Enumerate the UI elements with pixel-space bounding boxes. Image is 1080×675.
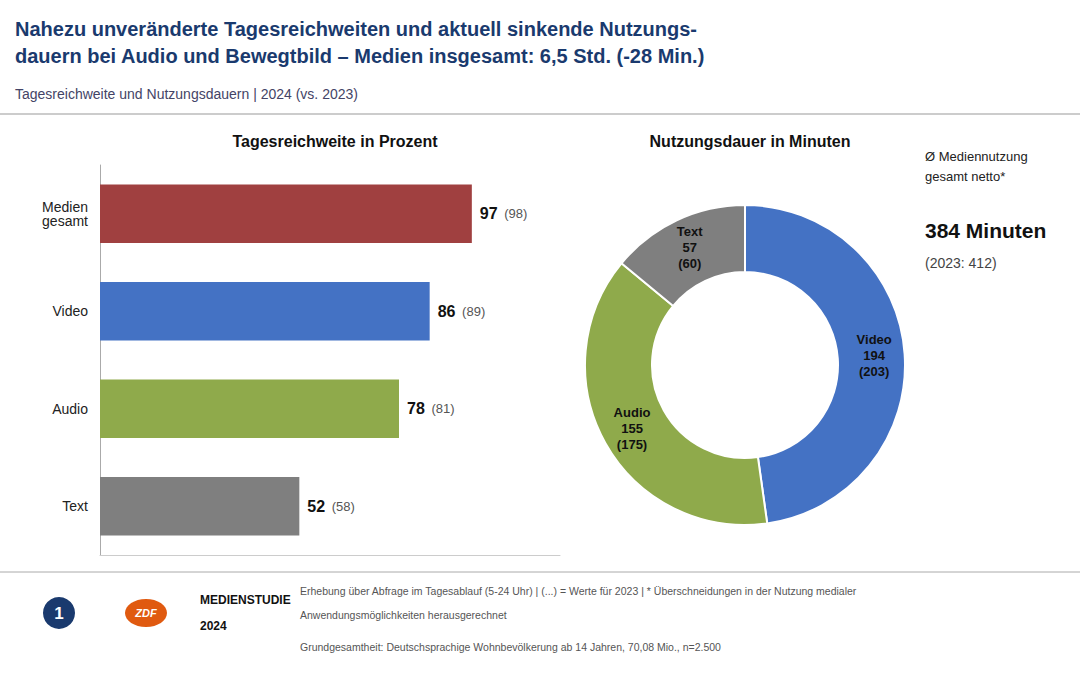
svg-text:Tagesreichweite und Nutzungsda: Tagesreichweite und Nutzungsdauern | 202… xyxy=(15,86,358,102)
svg-text:(81): (81) xyxy=(431,401,454,416)
svg-text:Nutzungsdauer in Minuten: Nutzungsdauer in Minuten xyxy=(650,133,851,150)
svg-text:(58): (58) xyxy=(332,499,355,514)
svg-text:Text: Text xyxy=(62,498,88,514)
svg-text:1: 1 xyxy=(54,604,63,623)
svg-text:194: 194 xyxy=(863,348,885,363)
svg-text:gesamt: gesamt xyxy=(42,213,88,229)
svg-text:2024: 2024 xyxy=(200,619,227,633)
svg-text:ZDF: ZDF xyxy=(134,607,157,619)
svg-text:(203): (203) xyxy=(859,364,889,379)
svg-text:(2023: 412): (2023: 412) xyxy=(925,255,997,271)
svg-text:(175): (175) xyxy=(617,437,647,452)
svg-text:97: 97 xyxy=(480,205,498,222)
svg-text:MEDIENSTUDIE: MEDIENSTUDIE xyxy=(200,593,291,607)
svg-text:(89): (89) xyxy=(462,304,485,319)
svg-text:78: 78 xyxy=(407,400,425,417)
svg-text:Erhebung über Abfrage im Tages: Erhebung über Abfrage im Tagesablauf (5-… xyxy=(300,585,857,597)
svg-text:57: 57 xyxy=(682,240,696,255)
svg-text:dauern bei Audio und Bewegtbil: dauern bei Audio und Bewegtbild – Medien… xyxy=(15,45,704,67)
svg-text:(98): (98) xyxy=(504,206,527,221)
svg-text:Medien: Medien xyxy=(42,198,88,215)
svg-text:52: 52 xyxy=(307,498,325,515)
svg-text:Audio: Audio xyxy=(52,401,88,417)
svg-text:Anwendungsmöglichkeiten heraus: Anwendungsmöglichkeiten herausgerechnet xyxy=(300,609,507,621)
svg-text:155: 155 xyxy=(621,421,643,436)
svg-text:Ø Mediennutzung: Ø Mediennutzung xyxy=(925,149,1028,164)
svg-text:86: 86 xyxy=(438,303,456,320)
svg-text:Video: Video xyxy=(52,303,88,319)
svg-text:Video: Video xyxy=(857,332,892,347)
svg-text:384 Minuten: 384 Minuten xyxy=(925,219,1046,242)
svg-text:Tagesreichweite in Prozent: Tagesreichweite in Prozent xyxy=(232,133,438,150)
svg-text:Nahezu unveränderte Tagesreich: Nahezu unveränderte Tagesreichweiten und… xyxy=(15,18,697,40)
svg-text:Text: Text xyxy=(677,224,703,239)
svg-text:Grundgesamtheit: Deutschsprach: Grundgesamtheit: Deutschsprachige Wohnbe… xyxy=(300,641,721,653)
svg-text:Audio: Audio xyxy=(614,405,651,420)
svg-text:(60): (60) xyxy=(678,256,701,271)
svg-text:gesamt netto*: gesamt netto* xyxy=(925,169,1005,184)
